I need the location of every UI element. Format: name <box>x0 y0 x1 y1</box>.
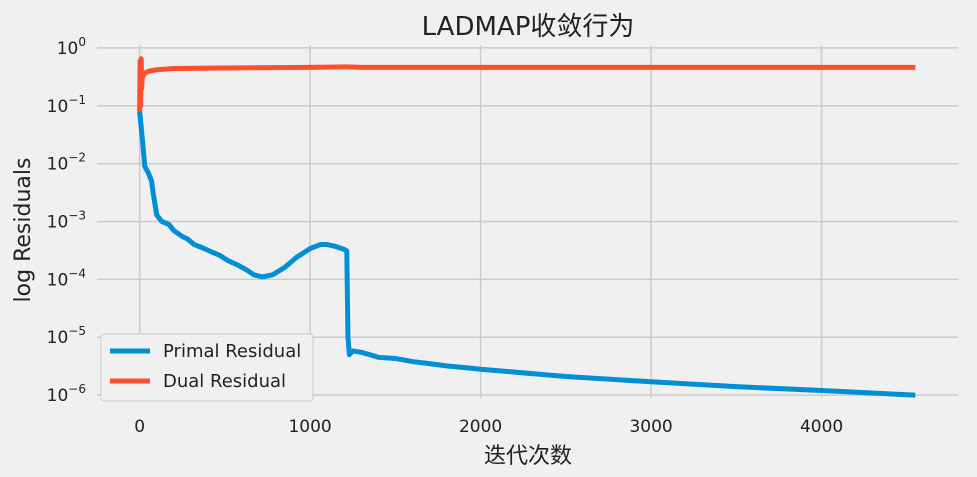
series-layer <box>137 56 916 398</box>
series-line-dual <box>137 56 916 112</box>
legend: Primal Residual Dual Residual <box>100 333 314 402</box>
y-axis-label: log Residuals <box>11 158 36 303</box>
series-line-primal <box>137 111 916 398</box>
x-tick-label: 0 <box>134 417 145 437</box>
x-tick-label: 1000 <box>288 417 331 437</box>
x-axis-label: 迭代次数 <box>484 444 572 469</box>
x-ticks: 0 1000 2000 3000 4000 <box>134 417 843 437</box>
y-tick-label: 10−2 <box>47 151 86 175</box>
legend-label-primal: Primal Residual <box>163 341 301 362</box>
legend-label-dual: Dual Residual <box>163 371 286 392</box>
x-tick-label: 3000 <box>629 417 672 437</box>
y-tick-label: 10−4 <box>47 266 86 290</box>
y-tick-label: 10−6 <box>47 382 86 406</box>
chart-title: LADMAP收敛行为 <box>422 12 635 42</box>
y-tick-label: 10−1 <box>47 93 86 117</box>
y-tick-label: 10−3 <box>47 209 86 233</box>
y-ticks: 100 10−1 10−2 10−3 10−4 10−5 10−6 <box>47 35 86 406</box>
y-tick-label: 10−5 <box>47 324 86 348</box>
y-tick-label: 100 <box>57 35 86 59</box>
x-tick-label: 2000 <box>459 417 502 437</box>
x-tick-label: 4000 <box>800 417 843 437</box>
legend-box <box>100 333 314 402</box>
